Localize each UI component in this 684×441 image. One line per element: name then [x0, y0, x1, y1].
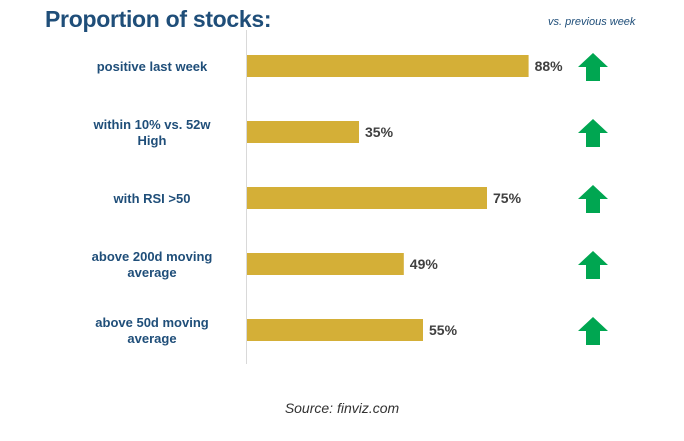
bar: [247, 253, 404, 275]
up-arrow-icon: [578, 317, 608, 345]
up-arrow-icon: [578, 53, 608, 81]
bar: [247, 319, 423, 341]
value-label: 55%: [429, 322, 458, 338]
category-label: above 50d moving: [95, 315, 208, 330]
up-arrow-icon: [578, 119, 608, 147]
category-label: within 10% vs. 52w: [92, 117, 211, 132]
category-label: positive last week: [97, 59, 208, 74]
category-label: average: [127, 331, 176, 346]
value-label: 35%: [365, 124, 394, 140]
up-arrow-icon: [578, 251, 608, 279]
bar: [247, 121, 359, 143]
bar: [247, 187, 487, 209]
category-label: High: [138, 133, 167, 148]
category-label: above 200d moving: [92, 249, 213, 264]
source-note: Source: finviz.com: [284, 400, 400, 416]
up-arrow-icon: [578, 185, 608, 213]
value-label: 88%: [535, 58, 564, 74]
category-label: average: [127, 265, 176, 280]
chart-title: Proportion of stocks:: [45, 6, 272, 32]
trend-column-header: vs. previous week: [548, 16, 636, 28]
value-label: 75%: [493, 190, 522, 206]
bar: [247, 55, 529, 77]
value-label: 49%: [410, 256, 439, 272]
category-label: with RSI >50: [113, 191, 191, 206]
